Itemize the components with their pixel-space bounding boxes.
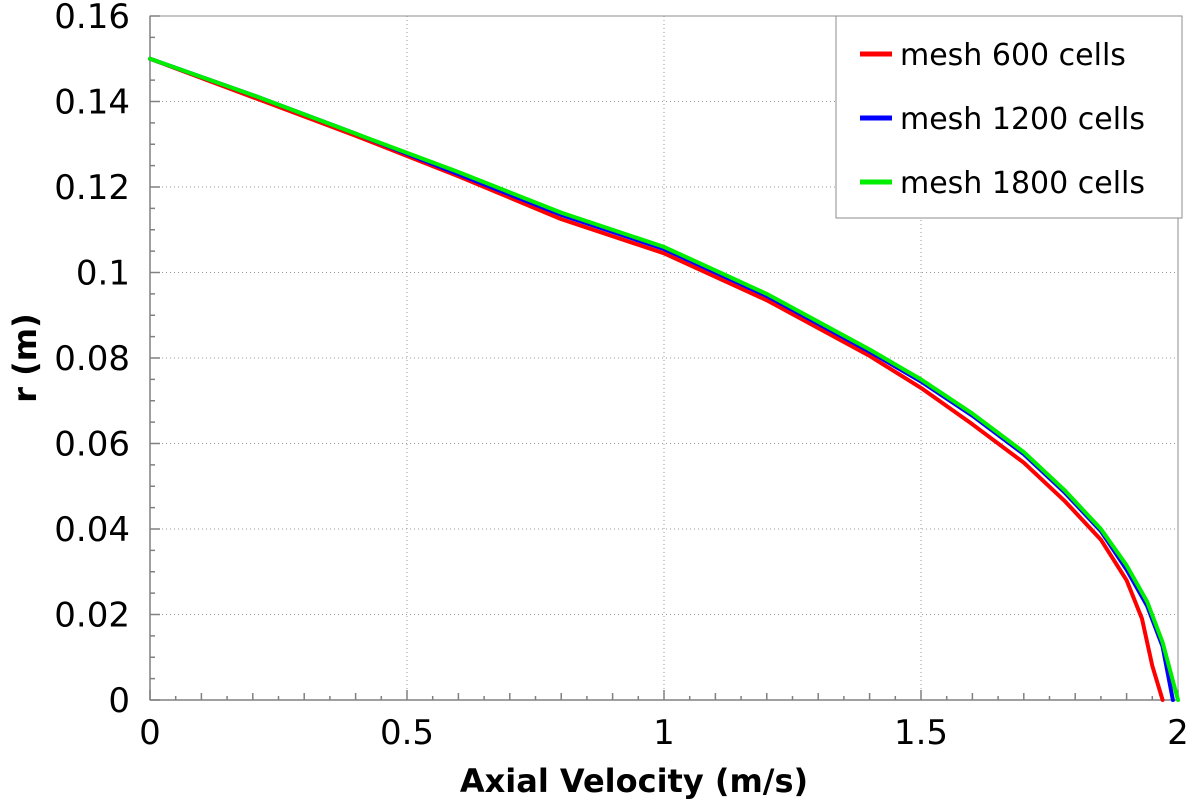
series-line-3 — [148, 56, 1180, 702]
axes — [149, 15, 1179, 701]
x-tick-label: 2 — [1167, 713, 1189, 753]
y-tick-label: 0.14 — [54, 83, 130, 123]
y-axis-title: r (m) — [6, 313, 44, 403]
legend-label: mesh 600 cells — [900, 38, 1126, 73]
y-tick-label: 0 — [108, 681, 130, 721]
y-tick-label: 0.12 — [54, 168, 130, 208]
legend-label: mesh 1200 cells — [900, 102, 1145, 137]
legend-label: mesh 1800 cells — [900, 166, 1145, 201]
x-tick-label: 1 — [653, 713, 675, 753]
y-tick-label: 0.06 — [54, 425, 130, 465]
series — [148, 56, 1180, 702]
y-tick-label: 0.1 — [76, 254, 130, 294]
tick-labels: 0 0.5 1 1.5 2 0 0.02 0.04 0.06 0.08 0.1 0.12 0.14 0.1… — [54, 0, 1189, 753]
legend-box — [835, 15, 1183, 219]
y-tick-label: 0.16 — [54, 0, 130, 37]
x-tick-label: 0 — [139, 713, 161, 753]
x-axis-title: Axial Velocity (m/s) — [460, 762, 808, 800]
y-tick-label: 0.08 — [54, 339, 130, 379]
y-tick-label: 0.04 — [54, 510, 130, 550]
x-tick-label: 0.5 — [380, 713, 434, 753]
legend: mesh 600 cells mesh 1200 cells mesh 1800 c… — [835, 15, 1183, 219]
y-tick-label: 0.02 — [54, 596, 130, 636]
x-tick-label: 1.5 — [894, 713, 948, 753]
